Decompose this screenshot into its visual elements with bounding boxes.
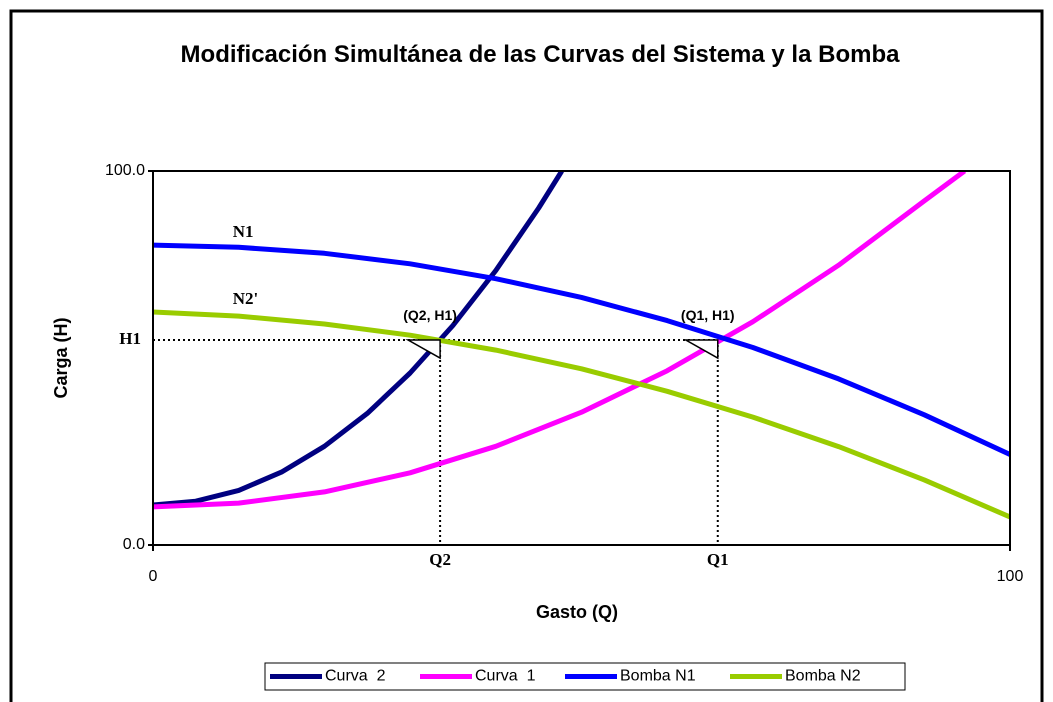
- legend-label: Curva 2: [325, 668, 386, 685]
- point-callout: [682, 339, 719, 360]
- point-label: (Q1, H1): [681, 307, 735, 323]
- point-callout: [405, 339, 441, 360]
- x-tick-label: 100: [997, 568, 1024, 585]
- y-tick-label: 0.0: [123, 536, 145, 553]
- series-label: N1: [233, 222, 254, 241]
- point-label: (Q2, H1): [403, 307, 457, 323]
- v-ref-label: Q2: [429, 550, 451, 569]
- h-ref-label: H1: [119, 329, 141, 348]
- legend-label: Bomba N2: [785, 668, 861, 685]
- series-label: N2': [233, 289, 259, 308]
- series-line: [153, 309, 1010, 520]
- series-line: [153, 170, 564, 508]
- series-line: [153, 242, 1010, 457]
- y-tick-label: 100.0: [105, 162, 145, 179]
- chart-frame: [9, 9, 1044, 702]
- legend-label: Curva 1: [475, 668, 536, 685]
- x-axis-label: Gasto (Q): [536, 602, 618, 622]
- series-line: [153, 170, 967, 510]
- y-axis-label: Carga (H): [51, 317, 71, 398]
- x-tick-label: 0: [149, 568, 158, 585]
- chart-title: Modificación Simultánea de las Curvas de…: [180, 41, 900, 68]
- legend-label: Bomba N1: [620, 668, 696, 685]
- v-ref-label: Q1: [707, 550, 729, 569]
- plot-border: [152, 170, 1011, 546]
